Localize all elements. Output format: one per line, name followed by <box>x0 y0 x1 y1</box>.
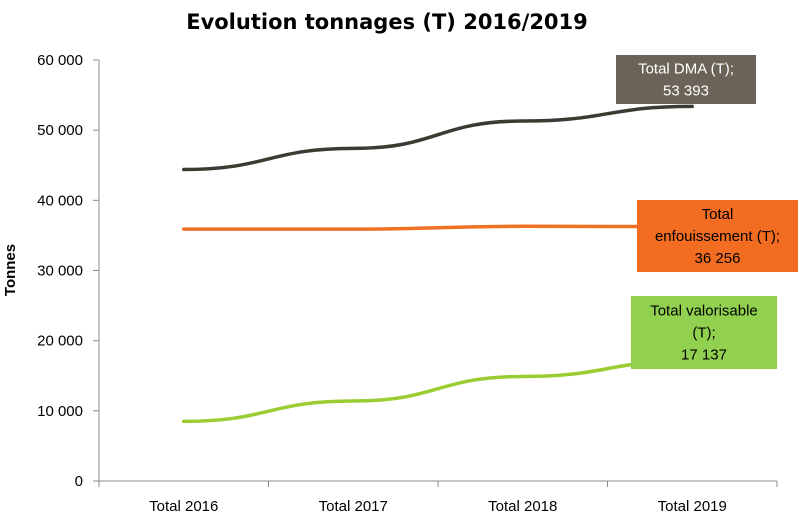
x-tick-label: Total 2017 <box>319 498 388 515</box>
data-label-box <box>637 200 798 272</box>
data-label-text: 36 256 <box>695 250 741 267</box>
data-label-box <box>616 55 756 104</box>
data-label-text: Total valorisable <box>650 303 758 320</box>
data-label-text: Total DMA (T); <box>638 61 734 78</box>
data-label-text: Total <box>702 206 734 223</box>
x-tick-label: Total 2019 <box>658 498 727 515</box>
series-line-total-enfouissement-t <box>182 224 694 231</box>
y-tick-label: 50 000 <box>37 122 83 139</box>
x-tick-labels: Total 2016 Total 2017 Total 2018 Total 2019 <box>149 498 727 515</box>
data-label-text: enfouissement (T); <box>655 228 780 245</box>
y-tick-label: 40 000 <box>37 192 83 209</box>
x-tick-label: Total 2018 <box>488 498 557 515</box>
data-labels: Total DMA (T); 53 393 Total enfouissement (… <box>616 55 798 369</box>
y-tick-label: 0 <box>75 473 83 490</box>
series-line-total-dma-t <box>182 104 694 172</box>
y-tick-label: 30 000 <box>37 263 83 280</box>
x-tick-label: Total 2016 <box>149 498 218 515</box>
chart-title: Evolution tonnages (T) 2016/2019 <box>186 10 588 34</box>
series-line-total-valorisable-t <box>182 359 694 424</box>
y-tick-label: 10 000 <box>37 403 83 420</box>
y-tick-label: 60 000 <box>37 52 83 69</box>
y-tick-labels: 0 10 000 20 000 30 000 40 000 50 000 60 000 <box>37 52 83 490</box>
data-label-total-enfouissement-t: Total enfouissement (T); 36 256 <box>637 200 798 272</box>
y-tick-label: 20 000 <box>37 333 83 350</box>
data-label-total-valorisable-t: Total valorisable (T); 17 137 <box>631 296 777 369</box>
data-label-box <box>631 296 777 369</box>
axes <box>93 59 778 487</box>
data-label-text: 17 137 <box>681 347 727 364</box>
y-axis-label: Tonnes <box>2 244 19 296</box>
series-lines <box>182 104 694 424</box>
data-label-text: 53 393 <box>663 83 709 100</box>
data-label-text: (T); <box>692 325 715 342</box>
data-label-total-dma-t: Total DMA (T); 53 393 <box>616 55 756 104</box>
